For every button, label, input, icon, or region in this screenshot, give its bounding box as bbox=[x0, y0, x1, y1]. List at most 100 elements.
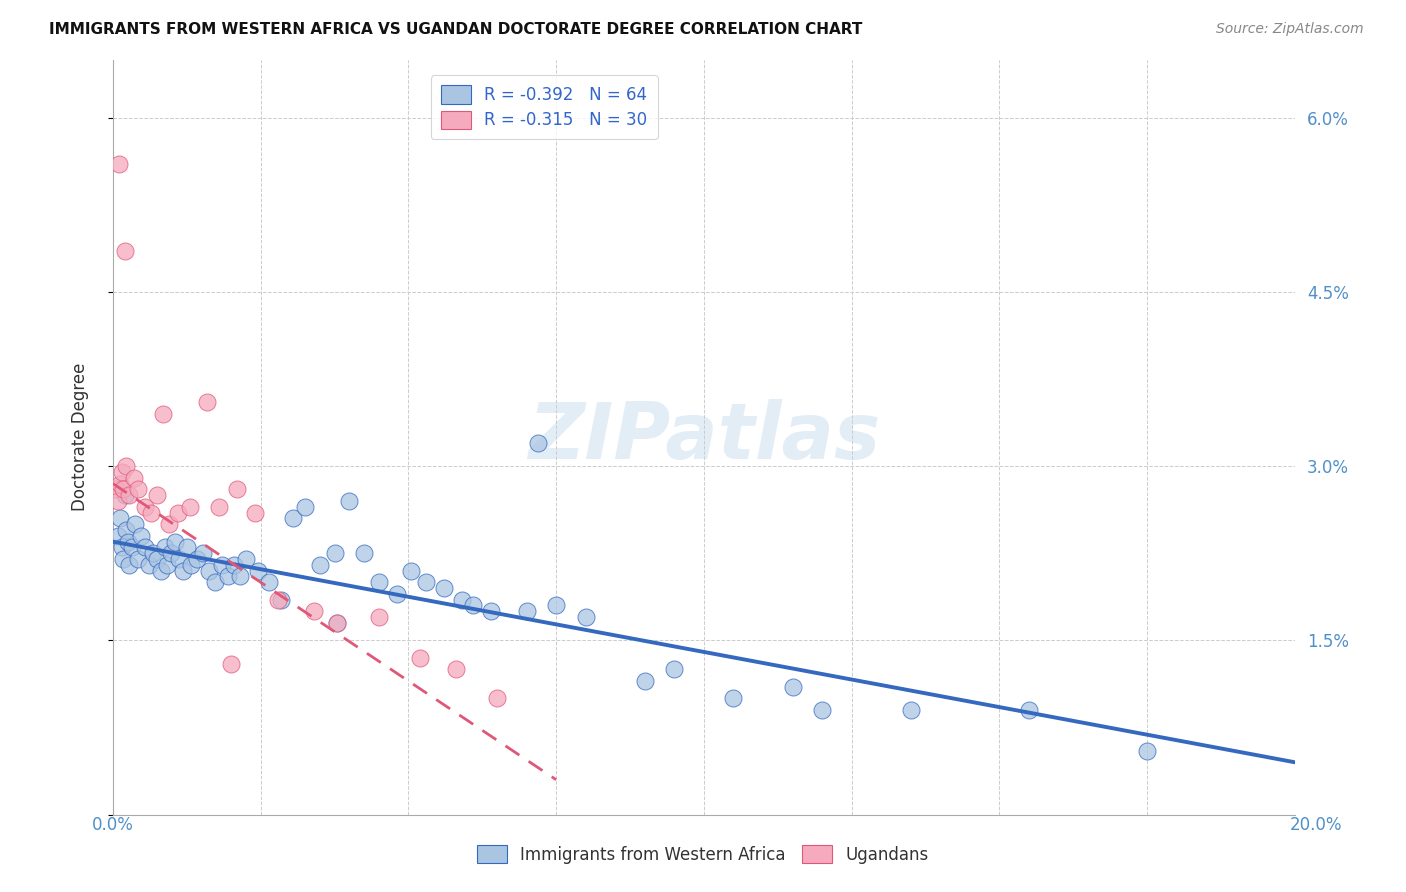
Point bbox=[211, 558, 233, 572]
Text: Source: ZipAtlas.com: Source: ZipAtlas.com bbox=[1216, 22, 1364, 37]
Point bbox=[246, 564, 269, 578]
Point bbox=[115, 523, 138, 537]
Point bbox=[111, 541, 134, 555]
Point bbox=[142, 546, 165, 560]
Point bbox=[112, 483, 135, 497]
Point bbox=[267, 592, 290, 607]
Point bbox=[121, 541, 143, 555]
Point bbox=[634, 673, 657, 688]
Point bbox=[197, 564, 219, 578]
Point bbox=[259, 575, 281, 590]
Point bbox=[172, 564, 194, 578]
Point bbox=[479, 604, 502, 618]
Point bbox=[811, 703, 834, 717]
Point bbox=[527, 436, 550, 450]
Point bbox=[134, 500, 156, 514]
Point bbox=[575, 610, 598, 624]
Point bbox=[157, 517, 180, 532]
Point bbox=[337, 494, 360, 508]
Point bbox=[401, 564, 423, 578]
Point bbox=[208, 500, 231, 514]
Point bbox=[127, 483, 149, 497]
Point bbox=[118, 488, 141, 502]
Point bbox=[104, 483, 127, 497]
Point bbox=[326, 615, 349, 630]
Point bbox=[176, 541, 198, 555]
Point bbox=[243, 506, 266, 520]
Point bbox=[204, 575, 226, 590]
Point bbox=[117, 534, 139, 549]
Point bbox=[294, 500, 316, 514]
Legend: Immigrants from Western Africa, Ugandans: Immigrants from Western Africa, Ugandans bbox=[470, 838, 936, 871]
Point bbox=[367, 575, 389, 590]
Point bbox=[108, 511, 131, 525]
Point bbox=[546, 599, 568, 613]
Point bbox=[124, 517, 146, 532]
Point bbox=[191, 546, 214, 560]
Text: IMMIGRANTS FROM WESTERN AFRICA VS UGANDAN DOCTORATE DEGREE CORRELATION CHART: IMMIGRANTS FROM WESTERN AFRICA VS UGANDA… bbox=[49, 22, 863, 37]
Point bbox=[138, 558, 160, 572]
Point bbox=[163, 534, 186, 549]
Point bbox=[664, 662, 686, 676]
Point bbox=[118, 558, 141, 572]
Point bbox=[409, 650, 432, 665]
Point bbox=[129, 529, 152, 543]
Point bbox=[385, 587, 408, 601]
Point bbox=[115, 459, 138, 474]
Point bbox=[114, 244, 136, 259]
Point bbox=[146, 552, 169, 566]
Text: ZIPatlas: ZIPatlas bbox=[527, 399, 880, 475]
Point bbox=[1136, 744, 1159, 758]
Point bbox=[146, 488, 169, 502]
Point bbox=[197, 395, 219, 409]
Point bbox=[122, 471, 145, 485]
Point bbox=[153, 541, 176, 555]
Point bbox=[107, 157, 129, 171]
Point bbox=[302, 604, 325, 618]
Point bbox=[167, 552, 190, 566]
Point bbox=[108, 476, 131, 491]
Point bbox=[235, 552, 257, 566]
Point bbox=[127, 552, 149, 566]
Point bbox=[150, 564, 173, 578]
Point bbox=[353, 546, 375, 560]
Point bbox=[323, 546, 346, 560]
Point bbox=[226, 483, 249, 497]
Point bbox=[134, 541, 156, 555]
Point bbox=[782, 680, 804, 694]
Point bbox=[444, 662, 467, 676]
Point bbox=[308, 558, 330, 572]
Point bbox=[281, 511, 304, 525]
Point bbox=[219, 657, 242, 671]
Y-axis label: Doctorate Degree: Doctorate Degree bbox=[72, 363, 89, 511]
Point bbox=[450, 592, 472, 607]
Point bbox=[156, 558, 179, 572]
Text: 0.0%: 0.0% bbox=[91, 816, 134, 834]
Point bbox=[159, 546, 181, 560]
Point bbox=[152, 407, 174, 421]
Point bbox=[486, 691, 509, 706]
Point bbox=[900, 703, 922, 717]
Point bbox=[1018, 703, 1040, 717]
Legend: R = -0.392   N = 64, R = -0.315   N = 30: R = -0.392 N = 64, R = -0.315 N = 30 bbox=[432, 76, 658, 139]
Point bbox=[114, 488, 136, 502]
Point bbox=[326, 615, 349, 630]
Point bbox=[217, 569, 239, 583]
Point bbox=[107, 529, 129, 543]
Point bbox=[179, 500, 201, 514]
Point bbox=[112, 552, 135, 566]
Point bbox=[463, 599, 485, 613]
Point bbox=[415, 575, 437, 590]
Point bbox=[270, 592, 292, 607]
Point bbox=[180, 558, 202, 572]
Point bbox=[433, 581, 456, 595]
Point bbox=[186, 552, 208, 566]
Point bbox=[222, 558, 245, 572]
Point bbox=[516, 604, 538, 618]
Point bbox=[107, 494, 129, 508]
Point bbox=[141, 506, 163, 520]
Point bbox=[167, 506, 190, 520]
Point bbox=[367, 610, 389, 624]
Text: 20.0%: 20.0% bbox=[1291, 816, 1343, 834]
Point bbox=[229, 569, 252, 583]
